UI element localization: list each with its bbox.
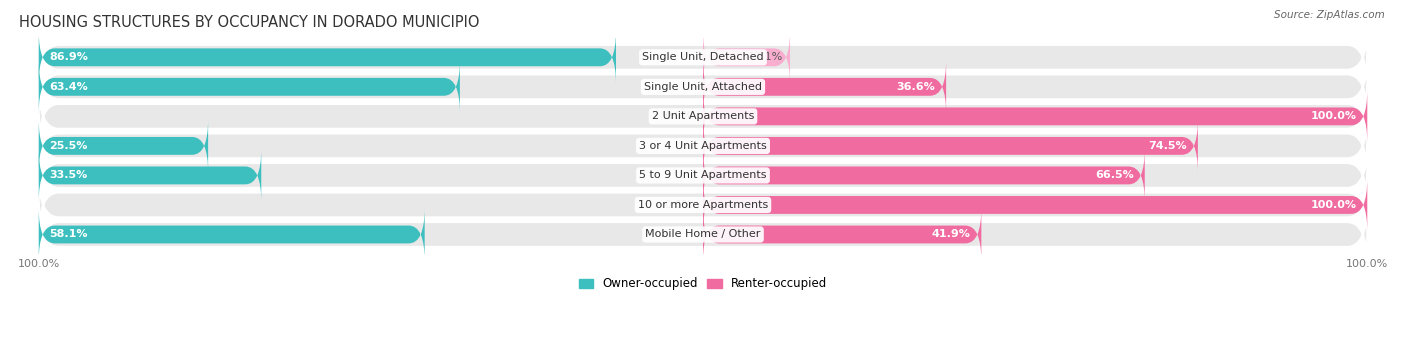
Text: 0.0%: 0.0% — [664, 200, 692, 210]
Text: 5 to 9 Unit Apartments: 5 to 9 Unit Apartments — [640, 170, 766, 180]
FancyBboxPatch shape — [39, 203, 1367, 266]
FancyBboxPatch shape — [39, 119, 208, 173]
FancyBboxPatch shape — [703, 149, 1144, 202]
Text: 2 Unit Apartments: 2 Unit Apartments — [652, 112, 754, 121]
FancyBboxPatch shape — [703, 60, 946, 113]
Text: 3 or 4 Unit Apartments: 3 or 4 Unit Apartments — [640, 141, 766, 151]
FancyBboxPatch shape — [703, 31, 790, 84]
FancyBboxPatch shape — [703, 90, 1367, 143]
FancyBboxPatch shape — [39, 55, 1367, 119]
FancyBboxPatch shape — [39, 85, 1367, 148]
Text: 63.4%: 63.4% — [49, 82, 89, 92]
Legend: Owner-occupied, Renter-occupied: Owner-occupied, Renter-occupied — [574, 273, 832, 295]
Text: Single Unit, Attached: Single Unit, Attached — [644, 82, 762, 92]
FancyBboxPatch shape — [39, 31, 616, 84]
Text: 25.5%: 25.5% — [49, 141, 87, 151]
Text: HOUSING STRUCTURES BY OCCUPANCY IN DORADO MUNICIPIO: HOUSING STRUCTURES BY OCCUPANCY IN DORAD… — [18, 15, 479, 30]
Text: Single Unit, Detached: Single Unit, Detached — [643, 52, 763, 62]
FancyBboxPatch shape — [703, 208, 981, 261]
FancyBboxPatch shape — [703, 119, 1198, 173]
FancyBboxPatch shape — [39, 208, 425, 261]
Text: 36.6%: 36.6% — [897, 82, 935, 92]
Text: 41.9%: 41.9% — [932, 229, 970, 239]
Text: 58.1%: 58.1% — [49, 229, 87, 239]
Text: 10 or more Apartments: 10 or more Apartments — [638, 200, 768, 210]
FancyBboxPatch shape — [39, 149, 262, 202]
Text: Source: ZipAtlas.com: Source: ZipAtlas.com — [1274, 10, 1385, 20]
Text: 13.1%: 13.1% — [748, 52, 783, 62]
FancyBboxPatch shape — [39, 60, 460, 113]
Text: 100.0%: 100.0% — [1310, 200, 1357, 210]
FancyBboxPatch shape — [39, 173, 1367, 237]
Text: 33.5%: 33.5% — [49, 170, 87, 180]
FancyBboxPatch shape — [39, 26, 1367, 89]
FancyBboxPatch shape — [39, 114, 1367, 178]
Text: 86.9%: 86.9% — [49, 52, 89, 62]
Text: 0.0%: 0.0% — [664, 112, 692, 121]
Text: 66.5%: 66.5% — [1095, 170, 1135, 180]
FancyBboxPatch shape — [703, 178, 1367, 232]
FancyBboxPatch shape — [39, 144, 1367, 207]
Text: 100.0%: 100.0% — [1310, 112, 1357, 121]
Text: 74.5%: 74.5% — [1149, 141, 1187, 151]
Text: Mobile Home / Other: Mobile Home / Other — [645, 229, 761, 239]
